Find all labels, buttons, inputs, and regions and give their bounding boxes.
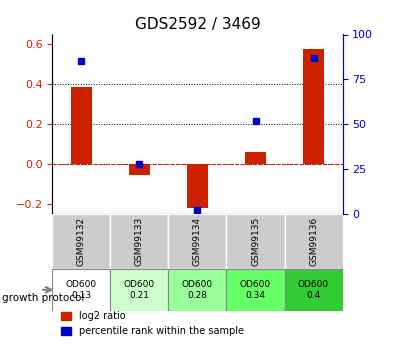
FancyBboxPatch shape: [52, 269, 110, 310]
Bar: [303, 49, 324, 164]
Text: GSM99134: GSM99134: [193, 217, 202, 266]
FancyBboxPatch shape: [110, 269, 168, 310]
Text: GSM99136: GSM99136: [309, 217, 318, 266]
FancyBboxPatch shape: [226, 214, 285, 269]
Text: growth protocol: growth protocol: [2, 294, 84, 303]
Text: GSM99133: GSM99133: [135, 217, 144, 266]
Legend: log2 ratio, percentile rank within the sample: log2 ratio, percentile rank within the s…: [57, 307, 247, 340]
FancyBboxPatch shape: [168, 269, 226, 310]
FancyBboxPatch shape: [168, 214, 226, 269]
FancyBboxPatch shape: [226, 269, 285, 310]
FancyBboxPatch shape: [285, 214, 343, 269]
Text: OD600
0.28: OD600 0.28: [182, 280, 213, 299]
FancyBboxPatch shape: [110, 214, 168, 269]
Text: GSM99132: GSM99132: [77, 217, 86, 266]
Text: OD600
0.4: OD600 0.4: [298, 280, 329, 299]
Bar: [245, 152, 266, 164]
Text: OD600
0.21: OD600 0.21: [124, 280, 155, 299]
FancyBboxPatch shape: [285, 269, 343, 310]
Bar: [187, 164, 208, 208]
Bar: [71, 87, 91, 164]
Title: GDS2592 / 3469: GDS2592 / 3469: [135, 17, 260, 32]
Text: GSM99135: GSM99135: [251, 217, 260, 266]
Text: OD600
0.34: OD600 0.34: [240, 280, 271, 299]
Bar: [129, 164, 150, 175]
FancyBboxPatch shape: [52, 214, 110, 269]
Text: OD600
0.13: OD600 0.13: [66, 280, 97, 299]
